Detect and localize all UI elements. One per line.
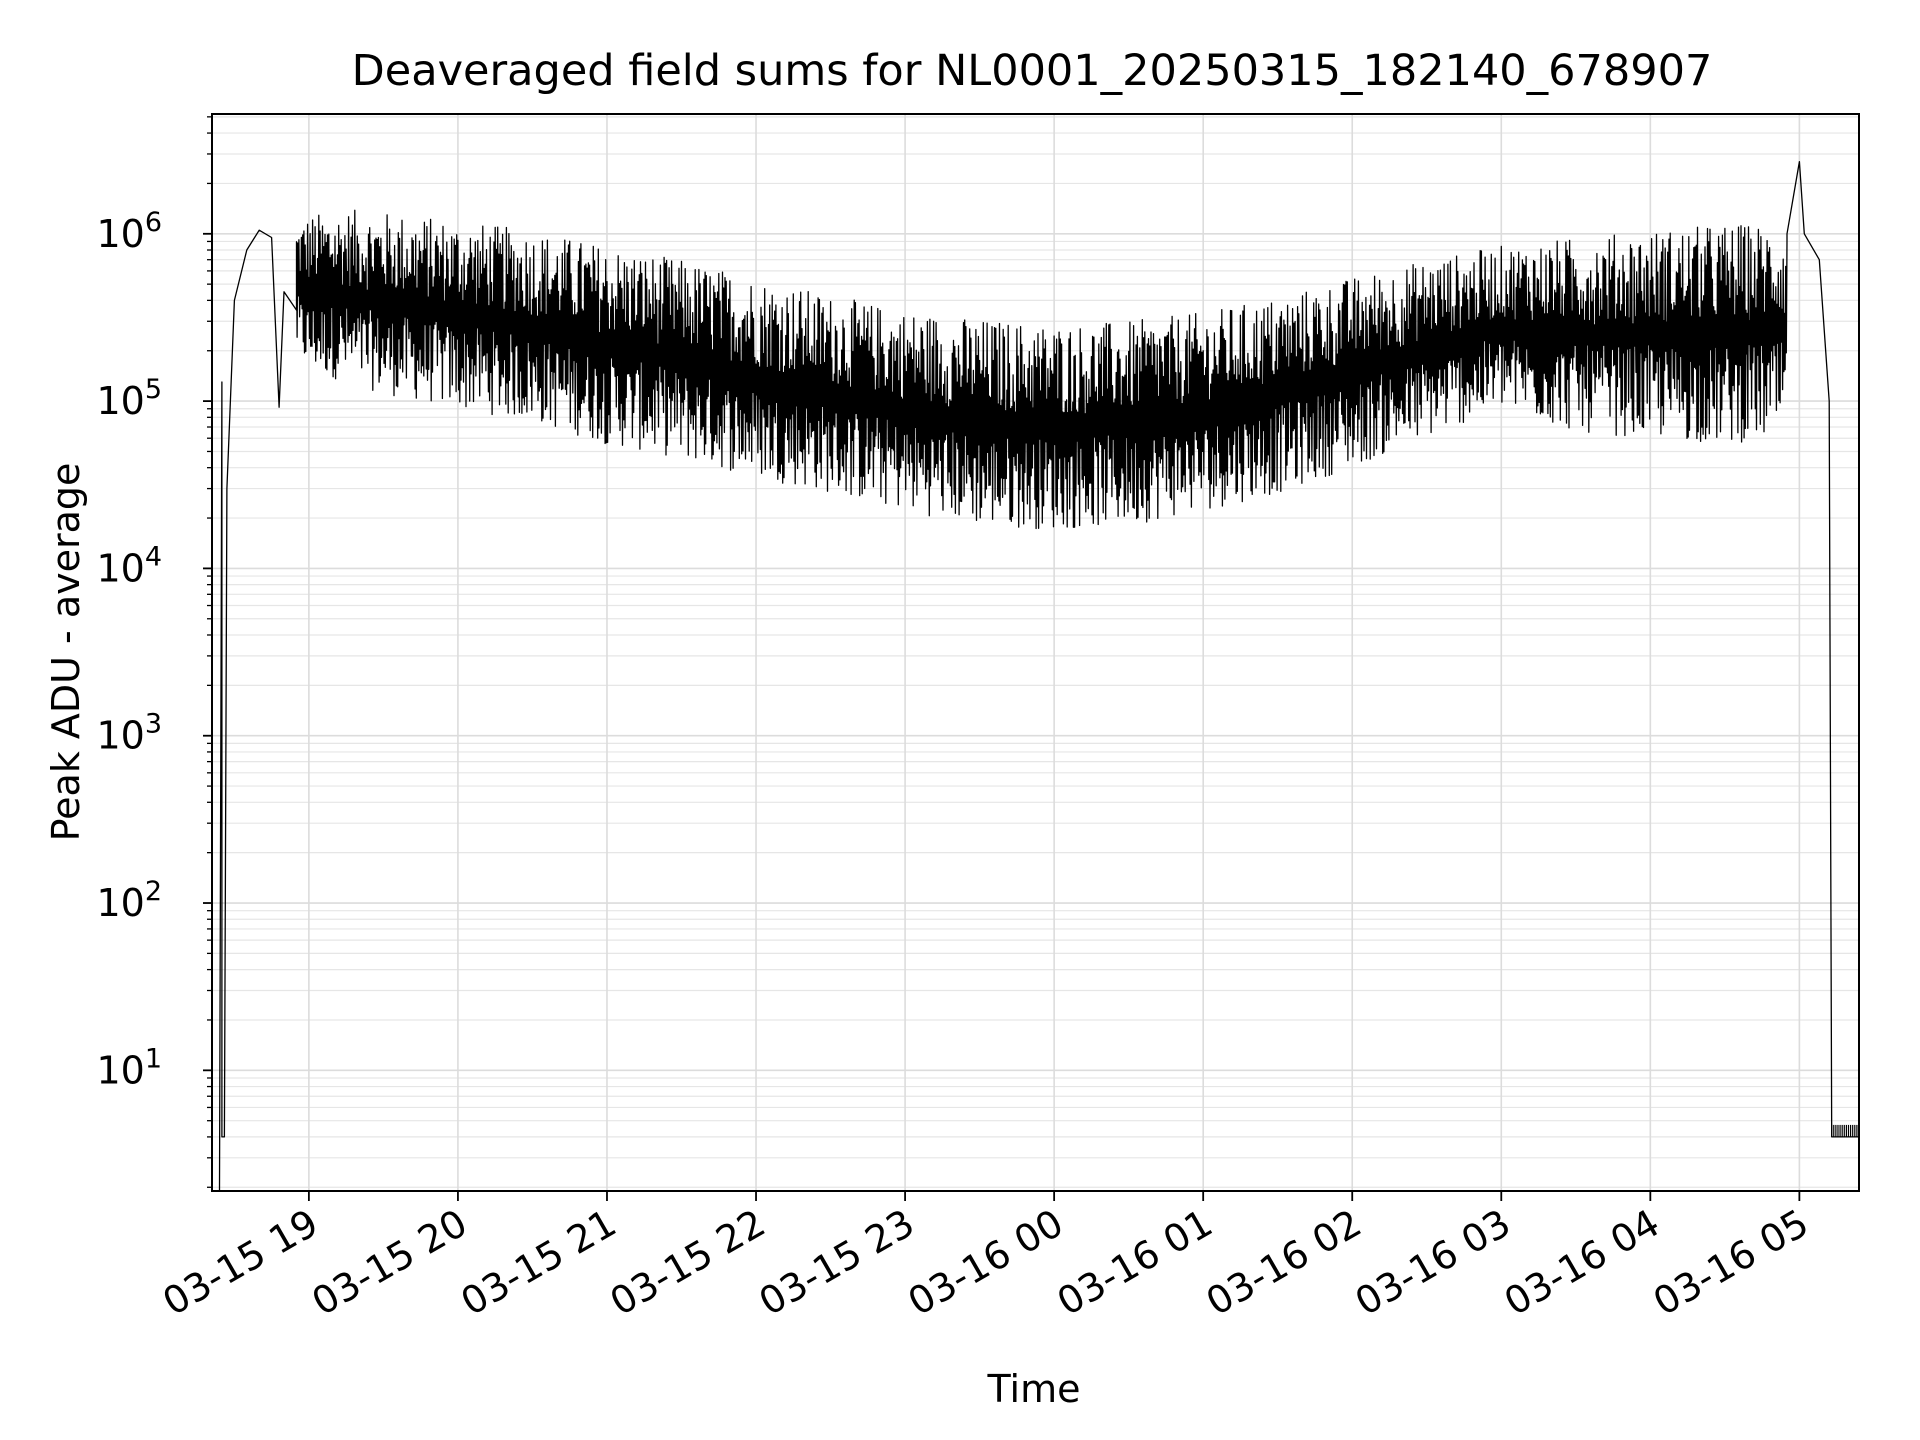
y-tick-label: 106 <box>96 207 162 256</box>
series-line <box>218 160 1859 1192</box>
y-axis-label: Peak ADU - average <box>44 463 88 842</box>
chart-title: Deaveraged field sums for NL0001_2025031… <box>352 46 1713 96</box>
grid <box>212 114 1859 1191</box>
y-tick-label: 105 <box>96 374 162 423</box>
x-axis-label: Time <box>987 1367 1081 1411</box>
y-tick-label: 103 <box>96 709 162 758</box>
plot-frame <box>211 113 1860 1192</box>
y-tick-label: 102 <box>96 876 162 925</box>
data-layer <box>218 160 1860 1192</box>
y-tick-label: 104 <box>96 541 162 590</box>
y-tick-label: 101 <box>96 1043 162 1092</box>
